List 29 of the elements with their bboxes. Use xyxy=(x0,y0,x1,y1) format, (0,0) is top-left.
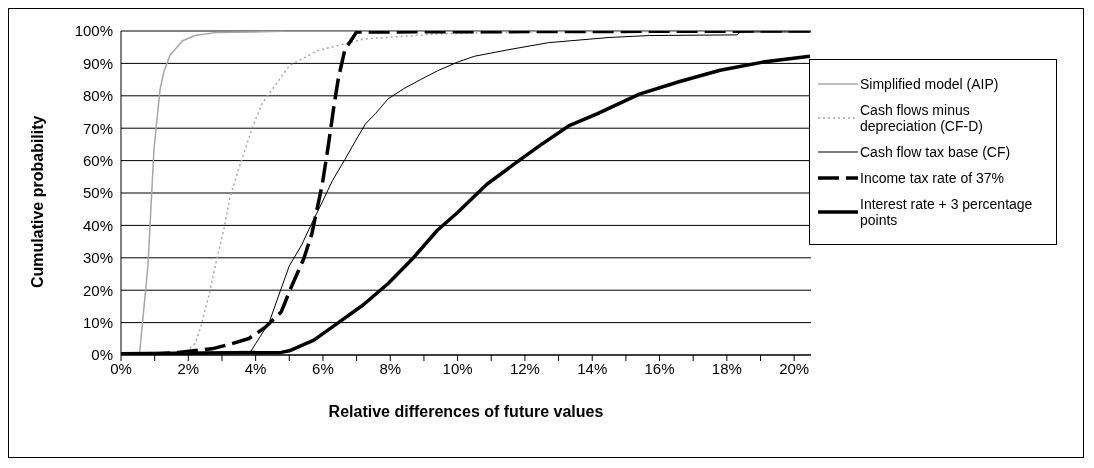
x-tick-label: 10% xyxy=(442,359,473,377)
y-tick-label: 80% xyxy=(82,87,113,105)
legend-label: Income tax rate of 37% xyxy=(860,170,1004,186)
y-tick-label: 100% xyxy=(74,22,113,40)
x-axis-title: Relative differences of future values xyxy=(328,403,604,420)
x-tick-label: 18% xyxy=(711,359,742,377)
x-tick-label: 12% xyxy=(509,359,540,377)
x-tick-label: 16% xyxy=(644,359,675,377)
y-tick-label: 20% xyxy=(82,281,113,299)
x-tick-label: 4% xyxy=(244,359,267,377)
y-tick-label: 10% xyxy=(82,313,113,331)
y-tick-label: 50% xyxy=(82,184,113,202)
legend-label: Cash flow tax base (CF) xyxy=(860,144,1011,160)
y-tick-label: 90% xyxy=(82,54,113,72)
legend-label: Simplified model (AIP) xyxy=(860,76,999,92)
x-tick-label: 6% xyxy=(312,359,334,377)
y-axis-title: Cumulative probability xyxy=(28,115,46,288)
y-tick-label: 70% xyxy=(82,119,113,137)
y-tick-label: 40% xyxy=(82,216,113,234)
legend-label: Interest rate + 3 percentage points xyxy=(860,196,1034,228)
x-tick-label: 14% xyxy=(577,359,608,377)
x-tick-label: 8% xyxy=(379,359,402,377)
x-tick-label: 2% xyxy=(177,359,200,377)
legend-label: Cash flows minus depreciation (CF-D) xyxy=(860,102,984,134)
y-tick-label: 60% xyxy=(82,151,113,169)
x-tick-label: 20% xyxy=(779,359,810,377)
y-tick-label: 30% xyxy=(82,249,113,267)
y-tick-label: 0% xyxy=(91,346,113,364)
x-tick-label: 0% xyxy=(110,359,132,377)
